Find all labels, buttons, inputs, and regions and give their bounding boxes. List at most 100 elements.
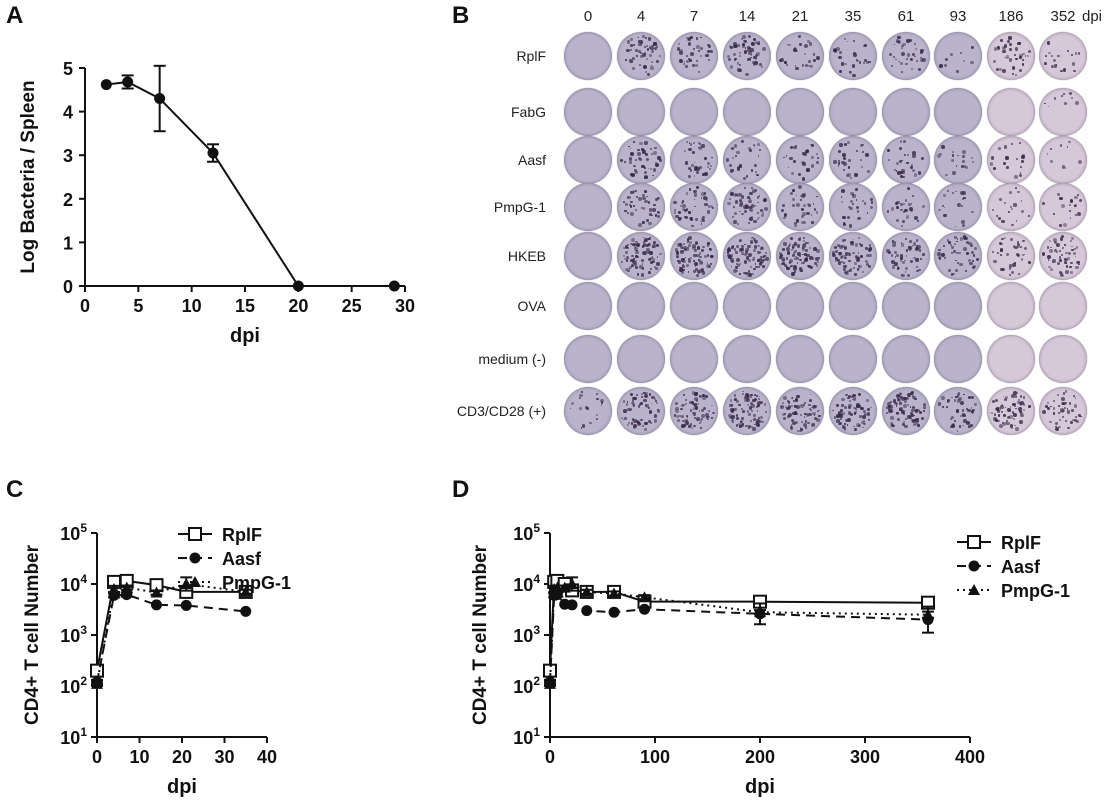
spot <box>850 176 853 179</box>
spot <box>693 175 696 178</box>
spot <box>901 273 905 278</box>
spot <box>704 172 709 177</box>
spot <box>640 273 645 278</box>
spot <box>852 238 855 241</box>
spot <box>651 61 654 63</box>
spot <box>651 395 655 400</box>
spot <box>995 214 998 217</box>
well <box>723 387 771 435</box>
spot <box>1052 59 1056 63</box>
spot <box>755 51 760 56</box>
plate-column-label: 0 <box>583 8 593 25</box>
spot <box>904 208 908 213</box>
spot <box>993 60 997 64</box>
spot <box>633 258 635 260</box>
spot <box>842 221 845 224</box>
spot <box>789 426 794 430</box>
spot <box>673 208 677 212</box>
spot <box>1021 63 1025 66</box>
y-tick-label: 101 <box>513 725 540 748</box>
spot <box>639 51 643 54</box>
spot <box>637 273 640 276</box>
spot <box>856 59 859 61</box>
spot <box>1016 240 1020 244</box>
well <box>776 282 824 330</box>
spot <box>1072 418 1075 421</box>
spot <box>634 265 639 269</box>
spot <box>908 239 913 244</box>
spot <box>802 243 806 247</box>
x-tick-label: 15 <box>235 296 255 316</box>
spot <box>693 425 696 428</box>
spot <box>795 49 798 52</box>
spot <box>1049 420 1052 423</box>
spot <box>623 247 625 250</box>
spot <box>620 260 624 264</box>
spot <box>700 260 704 264</box>
spot <box>765 251 768 254</box>
spot <box>759 262 762 265</box>
spot <box>754 189 757 192</box>
spot <box>993 166 997 170</box>
plate-row-label: HKEB <box>507 248 546 264</box>
spot <box>642 64 647 69</box>
spot <box>794 271 797 273</box>
spot <box>637 49 642 54</box>
spot <box>954 419 957 422</box>
spot <box>842 152 847 157</box>
spot <box>645 404 650 409</box>
spot <box>959 191 964 196</box>
spot <box>760 259 764 263</box>
spot <box>889 400 893 404</box>
spot <box>923 406 927 410</box>
spot <box>745 392 750 397</box>
spot <box>690 409 693 412</box>
spot <box>1063 102 1067 105</box>
spot <box>753 256 756 259</box>
spot <box>1064 167 1067 169</box>
spot <box>631 401 634 405</box>
data-point <box>608 587 621 599</box>
spot <box>730 265 733 268</box>
spot <box>646 45 648 48</box>
spot <box>742 35 747 39</box>
spot <box>694 63 699 68</box>
spot <box>733 193 737 197</box>
spot <box>912 395 916 399</box>
spot <box>645 58 648 61</box>
spot <box>643 236 645 239</box>
spot <box>1061 396 1066 401</box>
spot <box>894 262 898 266</box>
spot <box>686 240 689 243</box>
spot <box>1075 265 1079 270</box>
spot <box>1014 175 1018 179</box>
spot <box>783 216 786 220</box>
spot <box>899 254 904 258</box>
spot <box>1003 236 1006 239</box>
spot <box>675 415 679 419</box>
spot <box>812 58 817 63</box>
spot <box>695 186 699 190</box>
spot <box>853 406 856 410</box>
spot <box>681 200 685 203</box>
spot <box>906 274 910 278</box>
spot <box>850 242 853 245</box>
spot <box>1019 55 1022 59</box>
spot <box>1047 259 1050 262</box>
spot <box>634 169 638 173</box>
spot <box>632 190 636 193</box>
spot <box>638 40 642 44</box>
spot <box>625 59 628 62</box>
spot <box>1003 43 1008 48</box>
spot <box>942 406 945 408</box>
spot <box>836 404 840 408</box>
data-point <box>388 280 400 292</box>
spot <box>844 422 846 425</box>
spot <box>974 402 978 406</box>
spot <box>863 61 865 64</box>
spot <box>910 419 914 422</box>
spot <box>839 143 843 147</box>
spot <box>848 411 852 415</box>
panel-label-b: B <box>452 2 470 29</box>
spot <box>999 68 1003 71</box>
